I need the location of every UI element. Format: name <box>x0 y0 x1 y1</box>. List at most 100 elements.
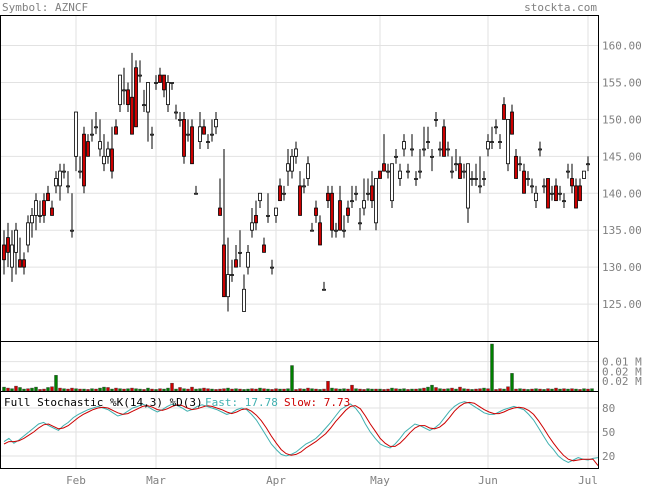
price-candle <box>514 148 518 179</box>
candle-body <box>386 170 390 173</box>
volume-bar <box>482 387 486 392</box>
volume-bar <box>86 389 90 392</box>
volume-bar <box>498 388 502 392</box>
stochastic-lines <box>3 401 599 466</box>
candle-body <box>198 126 202 142</box>
candle-body <box>122 89 126 92</box>
candle-body <box>558 192 562 195</box>
candle-body <box>370 185 374 202</box>
volume-bar <box>414 388 418 392</box>
price-candle <box>358 208 362 231</box>
candle-body <box>510 111 514 135</box>
candle-body <box>26 222 30 246</box>
candle-body <box>42 200 46 216</box>
price-candle <box>550 185 554 201</box>
candle-body <box>190 126 194 165</box>
stochastic-tick-label: 20 <box>602 450 615 463</box>
volume-bar <box>246 388 250 392</box>
candle-body <box>178 119 182 121</box>
candle-body <box>334 229 338 232</box>
volume-bar <box>270 389 274 392</box>
volume-bar <box>142 389 146 392</box>
candle-body <box>262 244 266 253</box>
volume-tick-label: 0.02 M <box>602 375 642 388</box>
price-candle <box>142 89 146 113</box>
volume-bar <box>558 388 562 392</box>
price-candle <box>338 185 342 231</box>
candle-body <box>538 148 542 151</box>
volume-bar <box>462 388 466 392</box>
volume-bar <box>118 388 122 392</box>
candle-body <box>22 259 26 268</box>
candle-body <box>330 192 334 231</box>
volume-bar <box>362 389 366 392</box>
price-candle <box>566 163 570 179</box>
volume-bar <box>254 388 258 392</box>
price-candle <box>382 134 386 172</box>
candle-body <box>506 119 510 165</box>
volume-bar <box>406 389 410 392</box>
volume-bar <box>238 388 242 392</box>
price-candle <box>418 148 422 179</box>
candle-body <box>514 155 518 179</box>
candle-body <box>358 222 362 225</box>
price-candle <box>66 171 70 194</box>
price-candle <box>346 200 350 223</box>
price-candle <box>342 215 346 238</box>
price-candle <box>586 156 590 172</box>
price-candle <box>502 97 506 120</box>
volume-bar <box>66 388 70 392</box>
volume-bar <box>562 388 566 392</box>
candle-body <box>342 229 346 232</box>
candle-body <box>526 178 530 180</box>
x-tick-label: Mar <box>146 474 166 486</box>
price-candle <box>34 193 38 231</box>
volume-bar <box>222 388 226 392</box>
volume-bar <box>34 386 38 392</box>
candle-body <box>170 82 174 84</box>
symbol-label: Symbol: AZNCF <box>2 1 88 14</box>
price-candle <box>6 222 10 268</box>
candle-body <box>474 178 478 180</box>
candle-body <box>478 185 482 188</box>
volume-bar <box>454 388 458 392</box>
volume-bar <box>202 387 206 392</box>
price-candle <box>370 171 374 209</box>
volume-bar <box>434 387 438 392</box>
price-candle <box>106 141 110 164</box>
candle-body <box>118 74 122 106</box>
candle-body <box>306 163 310 179</box>
candle-body <box>6 237 10 253</box>
candle-body <box>466 163 470 209</box>
price-candle <box>302 178 306 194</box>
volume-bars <box>2 343 594 392</box>
volume-bar <box>510 373 514 392</box>
candle-body <box>114 126 118 135</box>
fast-stochastic-line <box>3 401 599 463</box>
candle-body <box>14 229 18 253</box>
price-candle <box>38 200 42 223</box>
price-candle <box>126 82 130 113</box>
price-candle <box>558 185 562 201</box>
candle-body <box>70 229 74 232</box>
volume-bar <box>258 387 262 392</box>
volume-bar <box>398 388 402 392</box>
stochastic-tick-label: 50 <box>602 426 615 439</box>
volume-bar <box>550 388 554 392</box>
candle-body <box>482 178 486 180</box>
price-candle <box>186 119 190 142</box>
candle-body <box>562 200 566 203</box>
candle-body <box>554 185 558 202</box>
price-candle <box>226 237 230 312</box>
volume-bar <box>446 388 450 392</box>
price-candle <box>458 156 462 179</box>
volume-bar <box>298 388 302 392</box>
volume-bar <box>430 384 434 392</box>
price-candle <box>506 119 510 172</box>
volume-panel-frame <box>0 341 599 392</box>
price-candle <box>518 156 522 172</box>
fast-value-label: Fast: 17.78 <box>205 396 278 409</box>
volume-bar <box>554 387 558 392</box>
volume-bar <box>218 388 222 392</box>
candle-body <box>274 207 278 216</box>
